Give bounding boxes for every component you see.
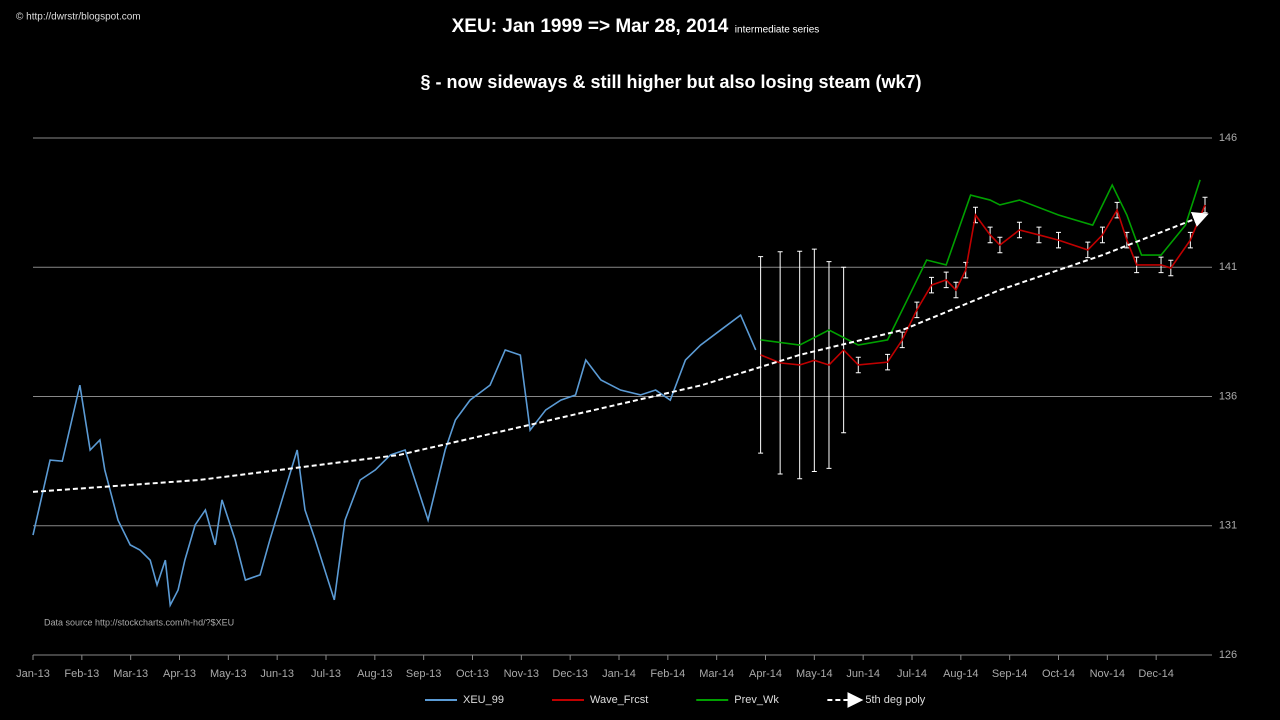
subtitle: § - now sideways & still higher but also…	[420, 72, 921, 92]
x-tick-label: Aug-13	[357, 668, 392, 680]
x-tick-label: Feb-13	[64, 668, 99, 680]
x-tick-label: Apr-13	[163, 668, 196, 680]
x-tick-label: Mar-13	[113, 668, 148, 680]
data-source: Data source http://stockcharts.com/h-hd/…	[44, 617, 234, 627]
x-tick-label: Jan-14	[602, 668, 636, 680]
x-tick-label: Dec-13	[552, 668, 587, 680]
y-tick-label: 131	[1219, 520, 1237, 532]
legend-label: Prev_Wk	[734, 694, 779, 706]
series-line	[760, 204, 1206, 366]
copyright: © http://dwrstr/blogspot.com	[16, 12, 141, 23]
series-line	[32, 313, 757, 608]
x-tick-label: May-13	[210, 668, 247, 680]
x-tick-label: Mar-14	[699, 668, 734, 680]
x-tick-label: Oct-13	[456, 668, 489, 680]
x-tick-label: Sep-14	[992, 668, 1027, 680]
x-tick-label: Oct-14	[1042, 668, 1075, 680]
series-line	[32, 211, 1209, 493]
x-tick-label: Jan-13	[16, 668, 50, 680]
series-line	[760, 179, 1201, 346]
x-tick-label: Jun-13	[260, 668, 294, 680]
x-tick-label: Dec-14	[1138, 668, 1173, 680]
x-tick-label: Nov-13	[504, 668, 539, 680]
x-tick-label: Nov-14	[1090, 668, 1125, 680]
x-tick-label: Jun-14	[846, 668, 880, 680]
x-tick-label: May-14	[796, 668, 833, 680]
y-tick-label: 126	[1219, 649, 1237, 661]
x-tick-label: Aug-14	[943, 668, 978, 680]
title-note: intermediate series	[735, 25, 819, 36]
y-tick-label: 136	[1219, 390, 1237, 402]
chart-title: XEU: Jan 1999 => Mar 28, 2014	[452, 16, 729, 37]
legend-label: 5th deg poly	[865, 694, 925, 706]
x-tick-label: Jul-13	[311, 668, 341, 680]
legend-label: Wave_Frcst	[590, 694, 648, 706]
x-tick-label: Apr-14	[749, 668, 782, 680]
x-tick-label: Sep-13	[406, 668, 441, 680]
x-tick-label: Feb-14	[650, 668, 685, 680]
y-tick-label: 146	[1219, 132, 1237, 144]
y-tick-label: 141	[1219, 261, 1237, 273]
legend-label: XEU_99	[463, 694, 504, 706]
x-tick-label: Jul-14	[897, 668, 927, 680]
